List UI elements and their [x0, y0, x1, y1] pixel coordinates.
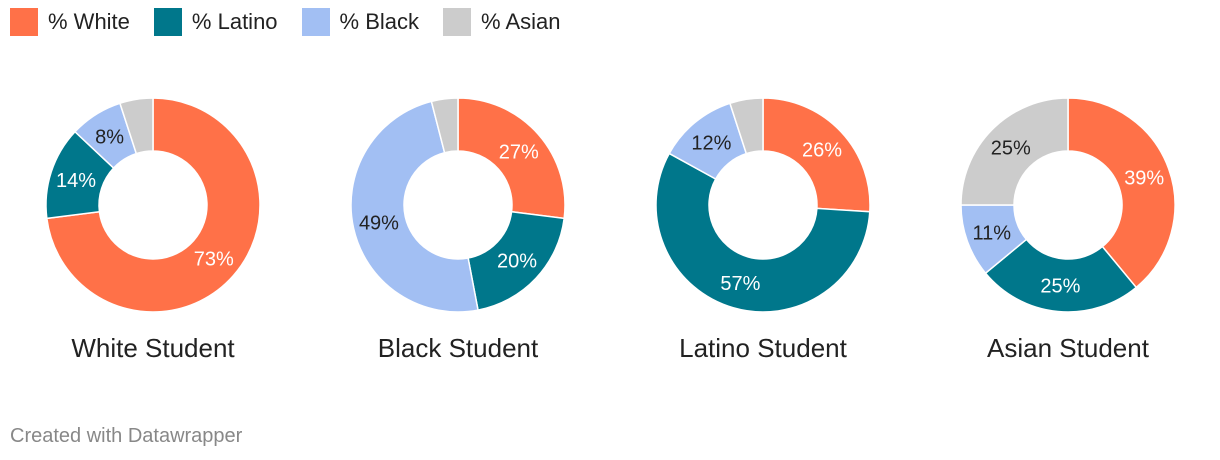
legend-swatch-black	[301, 8, 330, 36]
slice-white	[46, 97, 261, 313]
slice-asian	[430, 97, 459, 154]
slice-label-black: 12%	[691, 133, 731, 155]
slice-label-latino: 20%	[497, 250, 537, 272]
legend-label-white: % White	[48, 9, 130, 34]
slice-label-latino: 14%	[56, 170, 96, 192]
legend-swatch-latino	[153, 8, 182, 36]
slice-label-white: 73%	[194, 249, 234, 271]
slice-label-white: 39%	[1124, 168, 1164, 190]
slice-label-latino: 25%	[1040, 276, 1080, 298]
slice-label-white: 27%	[499, 141, 539, 163]
slice-black	[350, 100, 479, 313]
slice-label-black: 49%	[359, 213, 399, 235]
donut-chart-3: 26% 57% 12%	[655, 97, 871, 313]
legend-item-latino: % Latino	[153, 8, 278, 36]
slice-latino	[655, 152, 871, 313]
chart-title-2: Black Student	[378, 333, 539, 363]
legend-item-black: % Black	[301, 8, 420, 36]
legend-item-asian: % Asian	[443, 8, 561, 36]
slice-label-black: 11%	[973, 222, 1012, 244]
legend-label-black: % Black	[339, 9, 420, 34]
slice-white	[1067, 97, 1176, 289]
slice-asian	[728, 97, 764, 155]
slice-label-latino: 57%	[720, 273, 760, 295]
footer-credit: Created with Datawrapper	[10, 425, 243, 447]
slice-latino	[984, 238, 1138, 313]
donut-chart-2: 27% 20% 49%	[350, 97, 566, 313]
chart-title-4: Asian Student	[987, 333, 1150, 363]
legend-label-latino: % Latino	[191, 9, 278, 34]
slice-label-white: 26%	[802, 140, 842, 162]
legend: % White % Latino % Black % Asian	[10, 8, 585, 36]
legend-label-asian: % Asian	[481, 9, 561, 34]
legend-swatch-white	[10, 8, 38, 36]
chart-title-3: Latino Student	[679, 333, 847, 363]
slice-label-black: 8%	[95, 127, 124, 149]
legend-item-white: % White	[10, 8, 130, 36]
slice-asian	[118, 97, 154, 155]
donut-chart-1: 73% 14% 8%	[45, 97, 261, 313]
donut-chart-4: 39% 25% 11% 25%	[960, 97, 1176, 313]
slice-asian	[960, 97, 1069, 206]
slice-white	[762, 97, 871, 213]
legend-swatch-asian	[443, 8, 472, 36]
chart-title-1: White Student	[71, 333, 235, 363]
slice-label-asian: 25%	[991, 138, 1031, 160]
slice-white	[457, 97, 566, 220]
